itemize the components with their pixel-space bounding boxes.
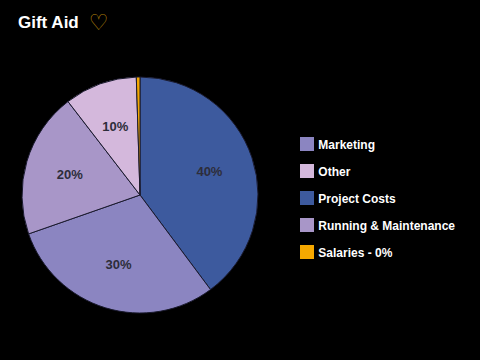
- svg-text:10%: 10%: [102, 119, 128, 134]
- svg-text:30%: 30%: [106, 257, 132, 272]
- svg-text:20%: 20%: [57, 167, 83, 182]
- html-text:Running & Maintenance: Running & Maintenance: [318, 218, 455, 233]
- html-text:Gift Aid: Gift Aid: [18, 12, 79, 32]
- html-text:Salaries - 0%: Salaries - 0%: [318, 245, 393, 260]
- svg-text:40%: 40%: [196, 164, 222, 179]
- html-text:Project Costs: Project Costs: [318, 191, 396, 206]
- html-text:Other: Other: [318, 164, 351, 179]
- html-text:Marketing: Marketing: [318, 137, 375, 152]
